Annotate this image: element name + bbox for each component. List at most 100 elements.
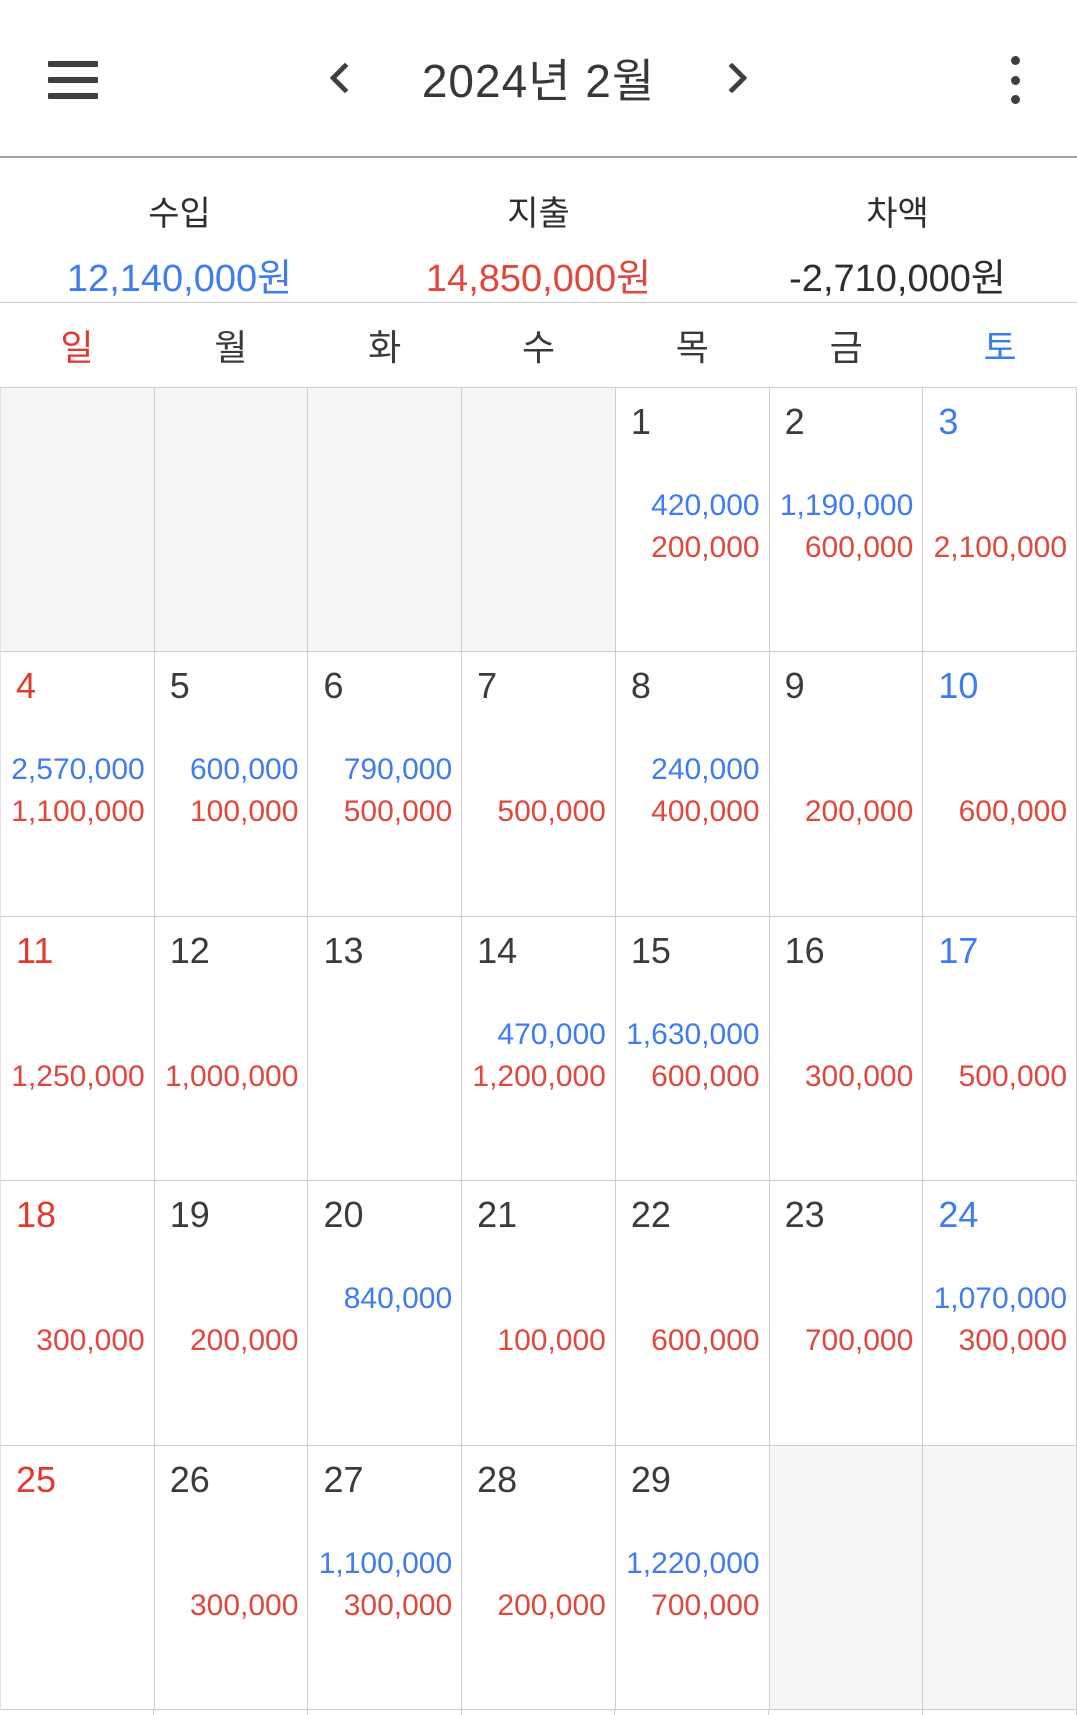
day-number: 23 xyxy=(784,1194,825,1236)
kebab-menu-icon[interactable] xyxy=(1011,56,1021,104)
day-number: 10 xyxy=(938,665,979,707)
day-cell-10[interactable]: 10 600,000 xyxy=(923,652,1077,917)
day-number: 29 xyxy=(630,1458,671,1500)
day-cell-23[interactable]: 23 700,000 xyxy=(769,1181,924,1446)
daily-income-amount: 1,070,000 xyxy=(933,1282,1068,1316)
balance-summary: 차액 -2,710,000원 xyxy=(718,158,1077,302)
next-month-button[interactable] xyxy=(716,62,748,94)
day-cell-13[interactable]: 13 xyxy=(308,916,463,1182)
daily-income-amount: 840,000 xyxy=(343,1282,453,1316)
day-cell-14[interactable]: 14 470,000 1,200,000 xyxy=(462,916,616,1182)
daily-income-amount: 1,630,000 xyxy=(626,1017,760,1051)
day-number: 18 xyxy=(16,1194,57,1236)
daily-income-amount: 2,570,000 xyxy=(11,753,145,787)
daily-expense-amount: 400,000 xyxy=(651,795,760,829)
daily-expense-amount: 600,000 xyxy=(651,1324,760,1358)
day-cell-16[interactable]: 16 300,000 xyxy=(769,916,924,1182)
daily-expense-amount: 200,000 xyxy=(497,1588,606,1622)
day-cell-2[interactable]: 2 1,190,000 600,000 xyxy=(769,388,924,653)
day-cell-27[interactable]: 27 1,100,000 300,000 xyxy=(308,1445,463,1710)
day-number: 11 xyxy=(16,929,54,971)
day-number: 4 xyxy=(16,665,37,707)
weekday-header: 일 월 화 수 목 금 토 xyxy=(0,303,1077,387)
empty-day-cell xyxy=(308,388,463,653)
day-cell-29[interactable]: 29 1,220,000 700,000 xyxy=(615,1445,770,1710)
prev-month-button[interactable] xyxy=(329,62,361,94)
day-number: 16 xyxy=(784,929,825,971)
day-cell-7[interactable]: 7 500,000 xyxy=(462,652,616,917)
day-cell-28[interactable]: 28 200,000 xyxy=(462,1445,616,1710)
day-cell-8[interactable]: 8 240,000 400,000 xyxy=(615,652,770,917)
calendar-week-row: 25 26 300,000 27 1,100,000 300,000 28 200,000 29… xyxy=(1,1445,1077,1710)
day-number: 22 xyxy=(630,1194,671,1236)
day-cell-12[interactable]: 12 1,000,000 xyxy=(154,916,309,1182)
day-cell-1[interactable]: 1 420,000 200,000 xyxy=(615,388,770,653)
daily-expense-amount: 600,000 xyxy=(651,1059,760,1093)
income-value: 12,140,000원 xyxy=(66,258,293,300)
daily-expense-amount: 2,100,000 xyxy=(933,531,1068,564)
daily-expense-amount: 100,000 xyxy=(189,795,299,829)
day-number: 1 xyxy=(630,401,651,442)
day-cell-17[interactable]: 17 500,000 xyxy=(923,916,1077,1182)
daily-income-amount: 470,000 xyxy=(497,1017,606,1051)
day-cell-5[interactable]: 5 600,000 100,000 xyxy=(154,652,309,917)
next-week-partial-row xyxy=(0,1709,1077,1715)
daily-income-amount: 600,000 xyxy=(189,753,299,787)
empty-day-cell xyxy=(1,388,155,653)
day-cell-3[interactable]: 3 2,100,000 xyxy=(923,388,1077,653)
day-cell-19[interactable]: 19 200,000 xyxy=(154,1181,309,1446)
calendar-week-row: 11 1,250,000 12 1,000,000 13 14 470,000 1,200,0… xyxy=(1,916,1077,1182)
day-cell-22[interactable]: 22 600,000 xyxy=(615,1181,770,1446)
day-number: 7 xyxy=(477,665,498,707)
daily-expense-amount: 600,000 xyxy=(804,531,914,564)
daily-expense-amount: 500,000 xyxy=(958,1059,1068,1093)
day-cell-24[interactable]: 24 1,070,000 300,000 xyxy=(923,1181,1077,1446)
day-cell-21[interactable]: 21 100,000 xyxy=(462,1181,616,1446)
day-cell-25[interactable]: 25 xyxy=(1,1445,155,1710)
app-header: 2024년 2월 xyxy=(0,0,1077,158)
daily-expense-amount: 700,000 xyxy=(651,1588,760,1622)
day-number: 14 xyxy=(477,929,518,971)
daily-income-amount: 790,000 xyxy=(343,753,453,787)
daily-expense-amount: 1,250,000 xyxy=(11,1059,145,1093)
weekday-sun: 일 xyxy=(60,327,94,368)
day-cell-6[interactable]: 6 790,000 500,000 xyxy=(308,652,463,917)
day-cell-15[interactable]: 15 1,630,000 600,000 xyxy=(615,916,770,1182)
weekday-thu: 목 xyxy=(675,327,709,368)
day-number: 25 xyxy=(16,1458,57,1500)
daily-expense-amount: 1,100,000 xyxy=(11,795,145,829)
day-number: 12 xyxy=(169,929,210,971)
daily-income-amount: 240,000 xyxy=(651,753,760,787)
day-cell-4[interactable]: 4 2,570,000 1,100,000 xyxy=(1,652,155,917)
day-cell-18[interactable]: 18 300,000 xyxy=(1,1181,155,1446)
daily-expense-amount: 100,000 xyxy=(497,1324,606,1358)
day-cell-9[interactable]: 9 200,000 xyxy=(769,652,924,917)
day-number: 24 xyxy=(938,1194,979,1236)
daily-expense-amount: 300,000 xyxy=(189,1588,299,1622)
calendar-week-row: 18 300,000 19 200,000 20 840,000 21 100,000 22 60… xyxy=(1,1181,1077,1446)
expense-label: 지출 xyxy=(507,195,570,233)
empty-day-cell xyxy=(154,388,309,653)
day-cell-11[interactable]: 11 1,250,000 xyxy=(1,916,155,1182)
daily-expense-amount: 600,000 xyxy=(958,795,1068,829)
daily-expense-amount: 1,200,000 xyxy=(472,1059,606,1093)
daily-expense-amount: 200,000 xyxy=(189,1324,299,1358)
empty-day-cell xyxy=(769,1445,924,1710)
daily-expense-amount: 500,000 xyxy=(343,795,453,829)
daily-expense-amount: 300,000 xyxy=(958,1324,1068,1358)
calendar-grid: 1 420,000 200,000 2 1,190,000 600,000 3 2,100,0… xyxy=(0,387,1077,1710)
day-cell-20[interactable]: 20 840,000 xyxy=(308,1181,463,1446)
daily-income-amount: 420,000 xyxy=(651,489,760,522)
daily-expense-amount: 300,000 xyxy=(804,1059,914,1093)
day-number: 5 xyxy=(169,665,190,707)
day-cell-26[interactable]: 26 300,000 xyxy=(154,1445,309,1710)
daily-expense-amount: 200,000 xyxy=(804,795,914,829)
empty-day-cell xyxy=(923,1445,1077,1710)
hamburger-icon[interactable] xyxy=(48,61,98,99)
weekday-mon: 월 xyxy=(214,327,248,368)
weekday-tue: 화 xyxy=(368,327,402,368)
day-number: 15 xyxy=(630,929,671,971)
daily-income-amount: 1,100,000 xyxy=(318,1546,453,1580)
weekday-sat: 토 xyxy=(983,327,1017,368)
day-number: 6 xyxy=(323,665,344,707)
